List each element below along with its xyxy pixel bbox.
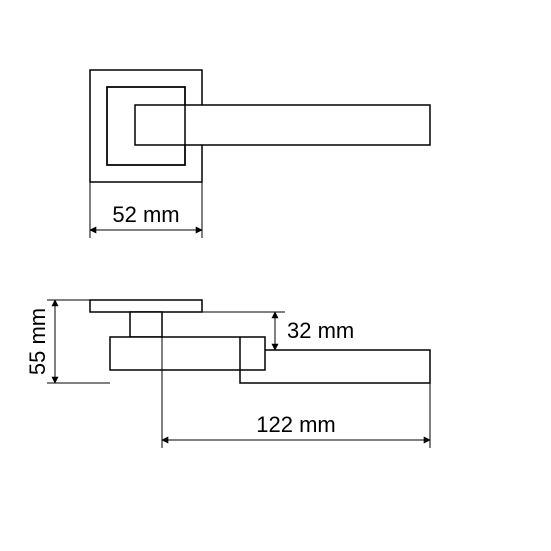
top-lever: [135, 105, 430, 145]
side-lever-lower: [240, 350, 430, 383]
dim-32-label: 32 mm: [287, 318, 354, 343]
dim-52-label: 52 mm: [112, 202, 179, 227]
technical-drawing: 52 mm 55 mm 32 mm 122 mm: [0, 0, 551, 551]
dim-122-label: 122 mm: [256, 412, 335, 437]
side-base-plate: [90, 300, 202, 312]
dim-55-label: 55 mm: [25, 308, 50, 375]
side-spindle: [130, 312, 162, 337]
side-lever-upper: [110, 337, 265, 370]
